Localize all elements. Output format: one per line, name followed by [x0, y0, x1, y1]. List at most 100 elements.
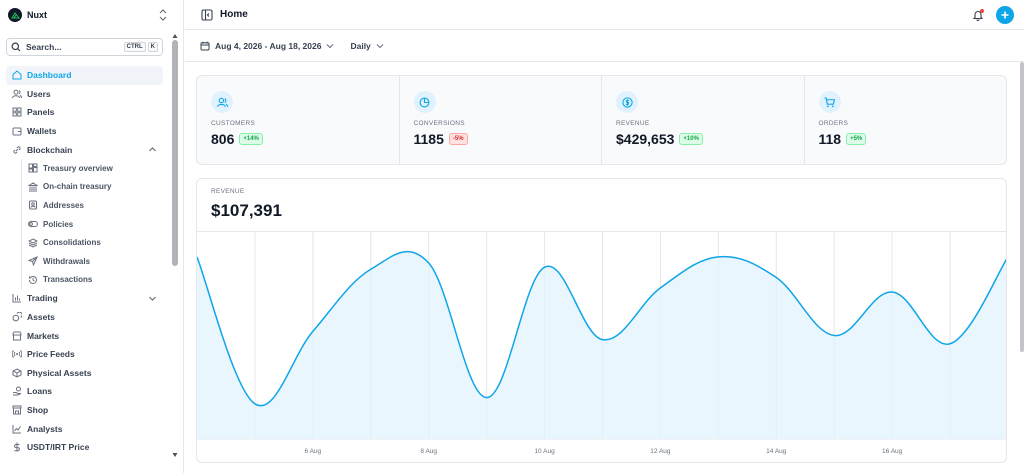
sidebar-item-label: Dashboard — [27, 70, 72, 81]
stat-card-conversions[interactable]: CONVERSIONS 1185 -5% — [400, 76, 602, 164]
stat-change-badge: +5% — [846, 133, 867, 145]
sidebar-item-label: Consolidations — [43, 238, 101, 248]
sidebar-item-label: Addresses — [43, 200, 84, 210]
sidebar-item-label: USDT/IRT Price — [27, 442, 90, 453]
date-range-picker[interactable]: Aug 4, 2026 - Aug 18, 2026 — [200, 41, 334, 51]
team-switcher[interactable]: Nuxt — [8, 5, 168, 25]
chart-data-point[interactable] — [948, 342, 952, 346]
chart-data-point[interactable] — [197, 255, 199, 259]
chevron-down-icon — [327, 43, 334, 48]
sidebar-item-analysts[interactable]: Analysts — [6, 419, 163, 438]
dollar-circle-icon — [616, 91, 638, 113]
sidebar-item-addresses[interactable]: Addresses — [28, 196, 163, 215]
revenue-area-chart[interactable]: 6 Aug 8 Aug 10 Aug 12 Aug 14 Aug 16 Aug — [197, 232, 1007, 463]
sidebar-item-label: Users — [27, 88, 51, 99]
sidebar-item-trading[interactable]: Trading — [6, 289, 163, 308]
box-icon — [12, 368, 22, 378]
sidebar-item-label: Treasury overview — [43, 163, 113, 173]
app-name: Nuxt — [27, 10, 47, 20]
revenue-label: REVENUE — [211, 188, 245, 195]
chart-data-point[interactable] — [832, 334, 836, 338]
sidebar-item-usdt-irt-price[interactable]: USDT/IRT Price — [6, 438, 163, 457]
toggle-icon — [28, 221, 38, 228]
layout-icon — [28, 163, 38, 173]
kbd-k: K — [147, 42, 158, 52]
stat-card-orders[interactable]: ORDERS 118 +5% — [805, 76, 1007, 164]
add-button[interactable] — [996, 5, 1014, 24]
sidebar-item-users[interactable]: Users — [6, 85, 163, 104]
chevron-down-icon — [376, 43, 384, 48]
page-title: Home — [220, 9, 248, 20]
stat-value: 806 — [211, 131, 235, 147]
shop-icon — [12, 405, 22, 415]
sidebar-item-loans[interactable]: Loans — [6, 382, 163, 401]
dollar-icon — [14, 442, 20, 452]
sidebar-item-label: Policies — [43, 219, 74, 229]
period-label: Daily — [350, 40, 371, 51]
chart-data-point[interactable] — [427, 261, 431, 265]
dashboard-toolbar: Aug 4, 2026 - Aug 18, 2026 Daily — [185, 30, 1024, 62]
chart-data-point[interactable] — [253, 402, 257, 406]
search-button[interactable]: Search... CTRL K — [6, 38, 163, 56]
stat-value: 118 — [818, 131, 842, 147]
chart-area-fill — [197, 251, 1006, 439]
sidebar-item-price-feeds[interactable]: Price Feeds — [6, 345, 163, 364]
chart-data-point[interactable] — [774, 276, 778, 280]
sidebar-item-blockchain[interactable]: Blockchain — [6, 140, 163, 159]
sidebar-toggle-icon[interactable] — [201, 8, 213, 21]
chart-data-point[interactable] — [1006, 255, 1007, 259]
sidebar-item-panels[interactable]: Panels — [6, 103, 163, 122]
sidebar-item-withdrawals[interactable]: Withdrawals — [28, 252, 163, 271]
sidebar-item-label: Blockchain — [27, 144, 73, 155]
sidebar-item-dashboard[interactable]: Dashboard — [6, 66, 163, 85]
sidebar-item-treasury-overview[interactable]: Treasury overview — [28, 159, 163, 178]
chart-data-point[interactable] — [890, 290, 894, 294]
sidebar-item-label: Shop — [27, 404, 49, 415]
period-select[interactable]: Daily — [350, 40, 384, 51]
notifications-button[interactable] — [972, 8, 984, 21]
chart-data-point[interactable] — [658, 286, 662, 290]
main-scrollbar[interactable] — [1020, 62, 1024, 352]
stat-card-customers[interactable]: CUSTOMERS 806 +14% — [197, 76, 400, 164]
sidebar-item-markets[interactable]: Markets — [6, 326, 163, 345]
sidebar-item-wallets[interactable]: Wallets — [6, 122, 163, 141]
sidebar-item-transactions[interactable]: Transactions — [28, 271, 163, 290]
scroll-down-arrow-icon[interactable] — [172, 452, 178, 458]
stat-change-badge: +10% — [679, 133, 703, 145]
search-icon — [11, 42, 21, 52]
card-divider — [197, 231, 1006, 232]
sidebar-item-label: Panels — [27, 107, 55, 118]
sidebar-item-label: Wallets — [27, 126, 57, 137]
kbd-ctrl: CTRL — [123, 42, 146, 52]
revenue-value: $107,391 — [211, 201, 282, 220]
chart-data-point[interactable] — [716, 255, 720, 259]
bar-chart-icon — [12, 294, 21, 303]
sidebar-item-consolidations[interactable]: Consolidations — [28, 233, 163, 252]
cart-icon — [818, 91, 841, 113]
sidebar-item-label: Assets — [27, 312, 55, 323]
sidebar-item-shop[interactable]: Shop — [6, 401, 163, 420]
hand-coins-icon — [13, 386, 22, 396]
stat-card-revenue[interactable]: REVENUE $429,653 +10% — [602, 76, 805, 164]
chart-data-point[interactable] — [311, 329, 315, 333]
scroll-up-arrow-icon[interactable] — [172, 33, 178, 39]
sidebar-scrollbar[interactable] — [172, 40, 178, 266]
chart-data-point[interactable] — [543, 265, 547, 269]
revenue-chart-card: REVENUE $107,391 6 Aug 8 Aug 10 Aug 12 Aug 1… — [196, 178, 1007, 463]
sidebar-item-assets[interactable]: Assets — [6, 308, 163, 327]
chart-data-point[interactable] — [369, 267, 373, 271]
sidebar-item-physical-assets[interactable]: Physical Assets — [6, 364, 163, 383]
notification-dot — [980, 8, 984, 13]
chart-data-point[interactable] — [485, 396, 489, 400]
stats-grid: CUSTOMERS 806 +14% CONVERSIONS 1185 -5% … — [196, 75, 1007, 165]
chart-data-point[interactable] — [601, 338, 605, 342]
sidebar-item-on-chain-treasury[interactable]: On-chain treasury — [28, 178, 163, 197]
users-icon — [12, 89, 22, 99]
stat-label: ORDERS — [818, 120, 849, 127]
send-icon — [28, 256, 38, 267]
pie-icon — [413, 91, 436, 113]
history-icon — [29, 275, 37, 284]
sidebar-item-policies[interactable]: Policies — [28, 215, 163, 234]
contact-icon — [29, 200, 37, 210]
sidebar-nav: Dashboard Users Panels Wallets Blockchai… — [6, 66, 163, 456]
